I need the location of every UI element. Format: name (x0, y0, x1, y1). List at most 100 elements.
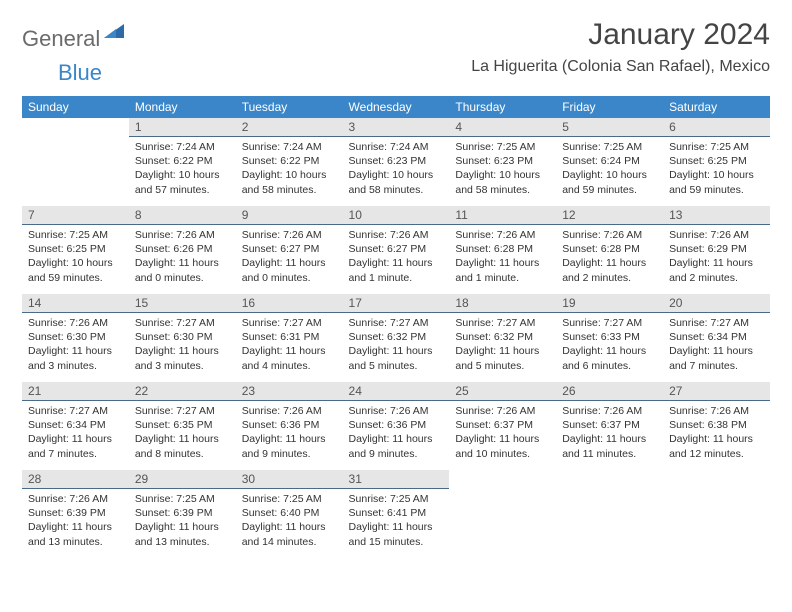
brand-part2: Blue (58, 60, 102, 85)
day-number: 23 (236, 382, 343, 401)
day-info: Sunrise: 7:26 AMSunset: 6:37 PMDaylight:… (556, 401, 663, 465)
calendar-day-cell: 31Sunrise: 7:25 AMSunset: 6:41 PMDayligh… (343, 470, 450, 558)
calendar-day-cell: 26Sunrise: 7:26 AMSunset: 6:37 PMDayligh… (556, 382, 663, 470)
day-info: Sunrise: 7:26 AMSunset: 6:26 PMDaylight:… (129, 225, 236, 289)
day-number: 30 (236, 470, 343, 489)
day-info: Sunrise: 7:26 AMSunset: 6:27 PMDaylight:… (236, 225, 343, 289)
day-number: 6 (663, 118, 770, 137)
calendar-day-cell: 18Sunrise: 7:27 AMSunset: 6:32 PMDayligh… (449, 294, 556, 382)
calendar-day-cell: 8Sunrise: 7:26 AMSunset: 6:26 PMDaylight… (129, 206, 236, 294)
calendar-day-cell: 11Sunrise: 7:26 AMSunset: 6:28 PMDayligh… (449, 206, 556, 294)
day-info: Sunrise: 7:26 AMSunset: 6:36 PMDaylight:… (343, 401, 450, 465)
day-number: 5 (556, 118, 663, 137)
day-number: 9 (236, 206, 343, 225)
calendar-day-cell: 5Sunrise: 7:25 AMSunset: 6:24 PMDaylight… (556, 118, 663, 206)
day-info: Sunrise: 7:26 AMSunset: 6:36 PMDaylight:… (236, 401, 343, 465)
day-number: 28 (22, 470, 129, 489)
weekday-header: Tuesday (236, 96, 343, 118)
day-number: 17 (343, 294, 450, 313)
weekday-header: Monday (129, 96, 236, 118)
calendar-day-cell: 10Sunrise: 7:26 AMSunset: 6:27 PMDayligh… (343, 206, 450, 294)
day-number: 16 (236, 294, 343, 313)
calendar-day-cell: 21Sunrise: 7:27 AMSunset: 6:34 PMDayligh… (22, 382, 129, 470)
weekday-header: Thursday (449, 96, 556, 118)
calendar-day-cell: . (663, 470, 770, 558)
day-info: Sunrise: 7:26 AMSunset: 6:39 PMDaylight:… (22, 489, 129, 553)
day-number: 12 (556, 206, 663, 225)
calendar-day-cell: . (22, 118, 129, 206)
day-info: Sunrise: 7:27 AMSunset: 6:34 PMDaylight:… (22, 401, 129, 465)
calendar-day-cell: 22Sunrise: 7:27 AMSunset: 6:35 PMDayligh… (129, 382, 236, 470)
calendar-header: SundayMondayTuesdayWednesdayThursdayFrid… (22, 96, 770, 118)
weekday-header: Friday (556, 96, 663, 118)
brand-triangle-icon (104, 24, 124, 43)
day-info: Sunrise: 7:27 AMSunset: 6:31 PMDaylight:… (236, 313, 343, 377)
day-number: 24 (343, 382, 450, 401)
day-info: Sunrise: 7:25 AMSunset: 6:24 PMDaylight:… (556, 137, 663, 201)
calendar-day-cell: 23Sunrise: 7:26 AMSunset: 6:36 PMDayligh… (236, 382, 343, 470)
calendar-day-cell: 19Sunrise: 7:27 AMSunset: 6:33 PMDayligh… (556, 294, 663, 382)
day-info: Sunrise: 7:27 AMSunset: 6:34 PMDaylight:… (663, 313, 770, 377)
day-info: Sunrise: 7:27 AMSunset: 6:32 PMDaylight:… (343, 313, 450, 377)
day-number: 20 (663, 294, 770, 313)
day-info: Sunrise: 7:25 AMSunset: 6:39 PMDaylight:… (129, 489, 236, 553)
calendar-week-row: 7Sunrise: 7:25 AMSunset: 6:25 PMDaylight… (22, 206, 770, 294)
weekday-header: Wednesday (343, 96, 450, 118)
weekday-header: Sunday (22, 96, 129, 118)
weekday-header: Saturday (663, 96, 770, 118)
day-number: 26 (556, 382, 663, 401)
brand-part1: General (22, 26, 100, 52)
calendar-day-cell: 28Sunrise: 7:26 AMSunset: 6:39 PMDayligh… (22, 470, 129, 558)
day-number: 25 (449, 382, 556, 401)
day-number: 7 (22, 206, 129, 225)
day-info: Sunrise: 7:25 AMSunset: 6:25 PMDaylight:… (22, 225, 129, 289)
calendar-day-cell: 25Sunrise: 7:26 AMSunset: 6:37 PMDayligh… (449, 382, 556, 470)
calendar-week-row: 21Sunrise: 7:27 AMSunset: 6:34 PMDayligh… (22, 382, 770, 470)
day-info: Sunrise: 7:26 AMSunset: 6:28 PMDaylight:… (556, 225, 663, 289)
brand-logo: General (22, 24, 126, 53)
day-info: Sunrise: 7:27 AMSunset: 6:32 PMDaylight:… (449, 313, 556, 377)
calendar-day-cell: 3Sunrise: 7:24 AMSunset: 6:23 PMDaylight… (343, 118, 450, 206)
calendar-day-cell: 1Sunrise: 7:24 AMSunset: 6:22 PMDaylight… (129, 118, 236, 206)
day-number: 8 (129, 206, 236, 225)
day-number: 18 (449, 294, 556, 313)
day-info: Sunrise: 7:27 AMSunset: 6:30 PMDaylight:… (129, 313, 236, 377)
day-info: Sunrise: 7:24 AMSunset: 6:22 PMDaylight:… (236, 137, 343, 201)
day-info: Sunrise: 7:26 AMSunset: 6:37 PMDaylight:… (449, 401, 556, 465)
day-info: Sunrise: 7:25 AMSunset: 6:25 PMDaylight:… (663, 137, 770, 201)
day-number: 31 (343, 470, 450, 489)
day-info: Sunrise: 7:27 AMSunset: 6:33 PMDaylight:… (556, 313, 663, 377)
day-number: 10 (343, 206, 450, 225)
day-number: 29 (129, 470, 236, 489)
calendar-day-cell: 7Sunrise: 7:25 AMSunset: 6:25 PMDaylight… (22, 206, 129, 294)
day-number: 14 (22, 294, 129, 313)
calendar-day-cell: 17Sunrise: 7:27 AMSunset: 6:32 PMDayligh… (343, 294, 450, 382)
calendar-day-cell: 29Sunrise: 7:25 AMSunset: 6:39 PMDayligh… (129, 470, 236, 558)
calendar-week-row: 14Sunrise: 7:26 AMSunset: 6:30 PMDayligh… (22, 294, 770, 382)
calendar-day-cell: 15Sunrise: 7:27 AMSunset: 6:30 PMDayligh… (129, 294, 236, 382)
calendar-day-cell: 14Sunrise: 7:26 AMSunset: 6:30 PMDayligh… (22, 294, 129, 382)
day-info: Sunrise: 7:24 AMSunset: 6:23 PMDaylight:… (343, 137, 450, 201)
day-number: 2 (236, 118, 343, 137)
calendar-day-cell: 12Sunrise: 7:26 AMSunset: 6:28 PMDayligh… (556, 206, 663, 294)
day-number: 3 (343, 118, 450, 137)
month-title: January 2024 (471, 18, 770, 52)
day-info: Sunrise: 7:26 AMSunset: 6:27 PMDaylight:… (343, 225, 450, 289)
calendar-day-cell: 16Sunrise: 7:27 AMSunset: 6:31 PMDayligh… (236, 294, 343, 382)
day-number: 13 (663, 206, 770, 225)
day-info: Sunrise: 7:26 AMSunset: 6:29 PMDaylight:… (663, 225, 770, 289)
calendar-day-cell: 24Sunrise: 7:26 AMSunset: 6:36 PMDayligh… (343, 382, 450, 470)
calendar-day-cell: 6Sunrise: 7:25 AMSunset: 6:25 PMDaylight… (663, 118, 770, 206)
calendar-day-cell: 13Sunrise: 7:26 AMSunset: 6:29 PMDayligh… (663, 206, 770, 294)
day-info: Sunrise: 7:25 AMSunset: 6:40 PMDaylight:… (236, 489, 343, 553)
day-info: Sunrise: 7:24 AMSunset: 6:22 PMDaylight:… (129, 137, 236, 201)
calendar-day-cell: . (556, 470, 663, 558)
day-number: 21 (22, 382, 129, 401)
calendar-day-cell: 9Sunrise: 7:26 AMSunset: 6:27 PMDaylight… (236, 206, 343, 294)
day-number: 11 (449, 206, 556, 225)
calendar-body: . 1Sunrise: 7:24 AMSunset: 6:22 PMDaylig… (22, 118, 770, 558)
day-number: 22 (129, 382, 236, 401)
day-number: 15 (129, 294, 236, 313)
day-number: 4 (449, 118, 556, 137)
day-number: 27 (663, 382, 770, 401)
